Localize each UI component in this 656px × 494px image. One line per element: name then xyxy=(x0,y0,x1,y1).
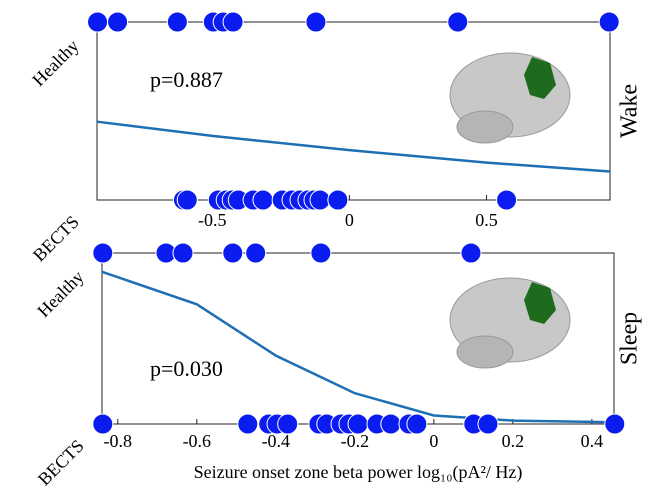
data-point xyxy=(599,12,619,32)
x-tick-label: 0 xyxy=(429,431,438,451)
y-tick-label: Healthy xyxy=(33,267,87,321)
data-point xyxy=(306,12,326,32)
page: -0.500.5BECTSHealthyp=0.887Wake-0.8-0.6-… xyxy=(0,0,656,494)
data-point xyxy=(381,414,401,434)
x-tick-label: 0.2 xyxy=(502,431,525,451)
data-point xyxy=(223,12,243,32)
x-tick-label: 0 xyxy=(345,210,354,230)
data-point xyxy=(328,190,348,210)
brain-icon xyxy=(450,53,570,143)
x-tick-label: 0.4 xyxy=(581,431,604,451)
data-point xyxy=(461,243,481,263)
data-point xyxy=(310,190,330,210)
p-value: p=0.887 xyxy=(150,67,223,92)
x-tick-label: 0.5 xyxy=(475,210,498,230)
p-value: p=0.030 xyxy=(150,356,223,381)
data-point xyxy=(88,12,108,32)
x-tick-label: -0.2 xyxy=(341,431,370,451)
x-tick-label: -0.6 xyxy=(183,431,212,451)
data-point xyxy=(478,414,498,434)
data-point xyxy=(177,190,197,210)
data-point xyxy=(173,243,193,263)
data-point xyxy=(167,12,187,32)
data-point xyxy=(311,243,331,263)
x-tick-label: -0.5 xyxy=(198,210,227,230)
data-point xyxy=(246,243,266,263)
data-point xyxy=(223,243,243,263)
data-point xyxy=(108,12,128,32)
data-point xyxy=(253,190,273,210)
data-point xyxy=(348,414,368,434)
data-point xyxy=(605,414,625,434)
y-tick-label: BECTS xyxy=(29,212,83,266)
data-point xyxy=(278,414,298,434)
data-point xyxy=(93,414,113,434)
y-tick-label: BECTS xyxy=(34,436,88,489)
chart: -0.500.5BECTSHealthyp=0.887Wake-0.8-0.6-… xyxy=(0,0,656,489)
y-tick-label: Healthy xyxy=(28,36,82,90)
panel-label: Sleep xyxy=(617,312,643,365)
panel-label: Wake xyxy=(617,84,643,138)
brain-icon xyxy=(450,278,570,368)
data-point xyxy=(448,12,468,32)
data-point xyxy=(93,243,113,263)
data-point xyxy=(407,414,427,434)
x-tick-label: -0.8 xyxy=(104,431,133,451)
data-point xyxy=(497,190,517,210)
x-axis-label: Seizure onset zone beta power log₁₀(pA²/… xyxy=(194,462,523,483)
data-point xyxy=(238,414,258,434)
